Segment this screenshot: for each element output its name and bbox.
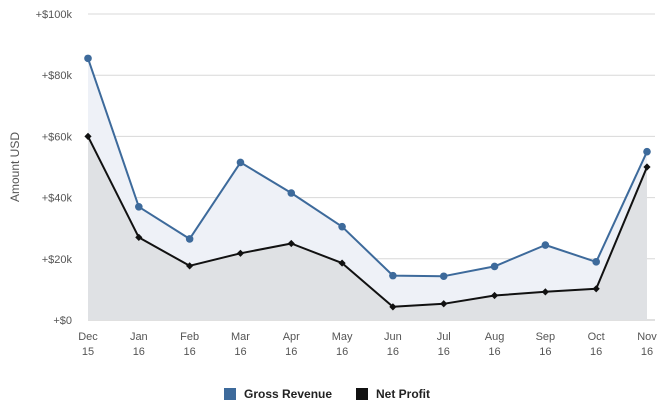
series-line-1: [87, 135, 648, 308]
area-fill-series-0: [88, 58, 647, 321]
data-point: [490, 262, 499, 271]
data-point: [135, 233, 143, 241]
x-tick-month: Aug: [485, 331, 505, 343]
data-point: [389, 303, 397, 311]
x-tick-month: Apr: [283, 331, 300, 343]
x-tick-label: Jun 16: [384, 331, 402, 358]
data-point: [440, 300, 448, 308]
series-line-0: [87, 58, 648, 278]
legend-label: Net Profit: [376, 387, 430, 401]
x-tick-label: Nov 16: [637, 331, 657, 358]
area-fills: [88, 58, 647, 321]
data-point: [135, 202, 143, 211]
y-tick-label: +$0: [53, 315, 72, 327]
data-point: [643, 147, 651, 156]
data-point: [185, 235, 194, 243]
data-point: [287, 239, 295, 248]
x-tick-label: Jul 16: [437, 331, 451, 358]
x-tick-year: 16: [488, 346, 500, 358]
data-point: [287, 189, 296, 197]
x-tick-year: 16: [641, 346, 653, 358]
data-point: [338, 259, 346, 267]
data-point: [84, 132, 92, 140]
y-tick-label: +$60k: [42, 131, 73, 143]
data-point: [338, 222, 346, 231]
data-point: [236, 158, 245, 167]
legend-label: Gross Revenue: [244, 387, 332, 401]
data-point: [541, 241, 550, 249]
y-axis-title: Amount USD: [8, 132, 22, 202]
x-tick-year: 16: [387, 346, 399, 358]
x-tick-month: Jan: [130, 331, 148, 343]
y-tick-label: +$40k: [42, 193, 73, 205]
x-tick-label: Sep 16: [536, 331, 556, 358]
x-tick-month: Sep: [536, 331, 556, 343]
x-tick-month: Jun: [384, 331, 402, 343]
series-lines: [87, 58, 648, 308]
x-tick-month: Jul: [437, 331, 451, 343]
legend: Gross Revenue Net Profit: [224, 387, 430, 401]
x-tick-month: Feb: [180, 331, 199, 343]
x-tick-month: Oct: [588, 331, 605, 343]
x-tick-label: Feb 16: [180, 331, 199, 358]
x-tick-year: 16: [438, 346, 450, 358]
x-tick-label: May 16: [332, 331, 353, 358]
x-tick-label: Oct 16: [588, 331, 605, 358]
x-tick-year: 15: [82, 346, 94, 358]
x-tick-month: Nov: [637, 331, 657, 343]
x-tick-month: May: [332, 331, 353, 343]
x-tick-label: Mar 16: [231, 331, 250, 358]
data-point: [592, 285, 600, 293]
data-point: [643, 163, 651, 171]
legend-swatch: [224, 388, 236, 400]
data-point: [236, 249, 245, 257]
data-point: [186, 262, 194, 270]
x-tick-year: 16: [234, 346, 246, 358]
x-tick-month: Dec: [78, 331, 98, 343]
data-point: [541, 288, 549, 296]
x-tick-label: Apr 16: [283, 331, 300, 358]
x-tick-year: 16: [184, 346, 196, 358]
data-point: [592, 258, 600, 266]
data-point: [389, 271, 397, 280]
series-markers: [84, 54, 651, 311]
y-axis-ticks: +$0 +$20k +$40k +$60k +$80k +$100k: [36, 9, 73, 327]
data-point: [439, 272, 448, 281]
data-point: [490, 291, 499, 300]
x-tick-year: 16: [539, 346, 551, 358]
y-tick-label: +$100k: [36, 9, 73, 21]
x-tick-label: Aug 16: [485, 331, 505, 358]
x-tick-label: Dec 15: [78, 331, 98, 358]
x-tick-year: 16: [285, 346, 297, 358]
x-tick-month: Mar: [231, 331, 250, 343]
x-tick-year: 16: [336, 346, 348, 358]
area-fill-series-1: [88, 136, 647, 320]
x-axis-ticks: Dec 15 Jan 16 Feb 16 Mar 16 Apr 16 May 16 Jun 16 Jul 16…: [78, 331, 657, 358]
y-tick-label: +$80k: [42, 70, 73, 82]
legend-swatch: [356, 388, 368, 400]
y-tick-label: +$20k: [42, 254, 73, 266]
x-tick-year: 16: [133, 346, 145, 358]
data-point: [84, 54, 92, 63]
x-tick-label: Jan 16: [130, 331, 148, 358]
x-tick-year: 16: [590, 346, 602, 358]
